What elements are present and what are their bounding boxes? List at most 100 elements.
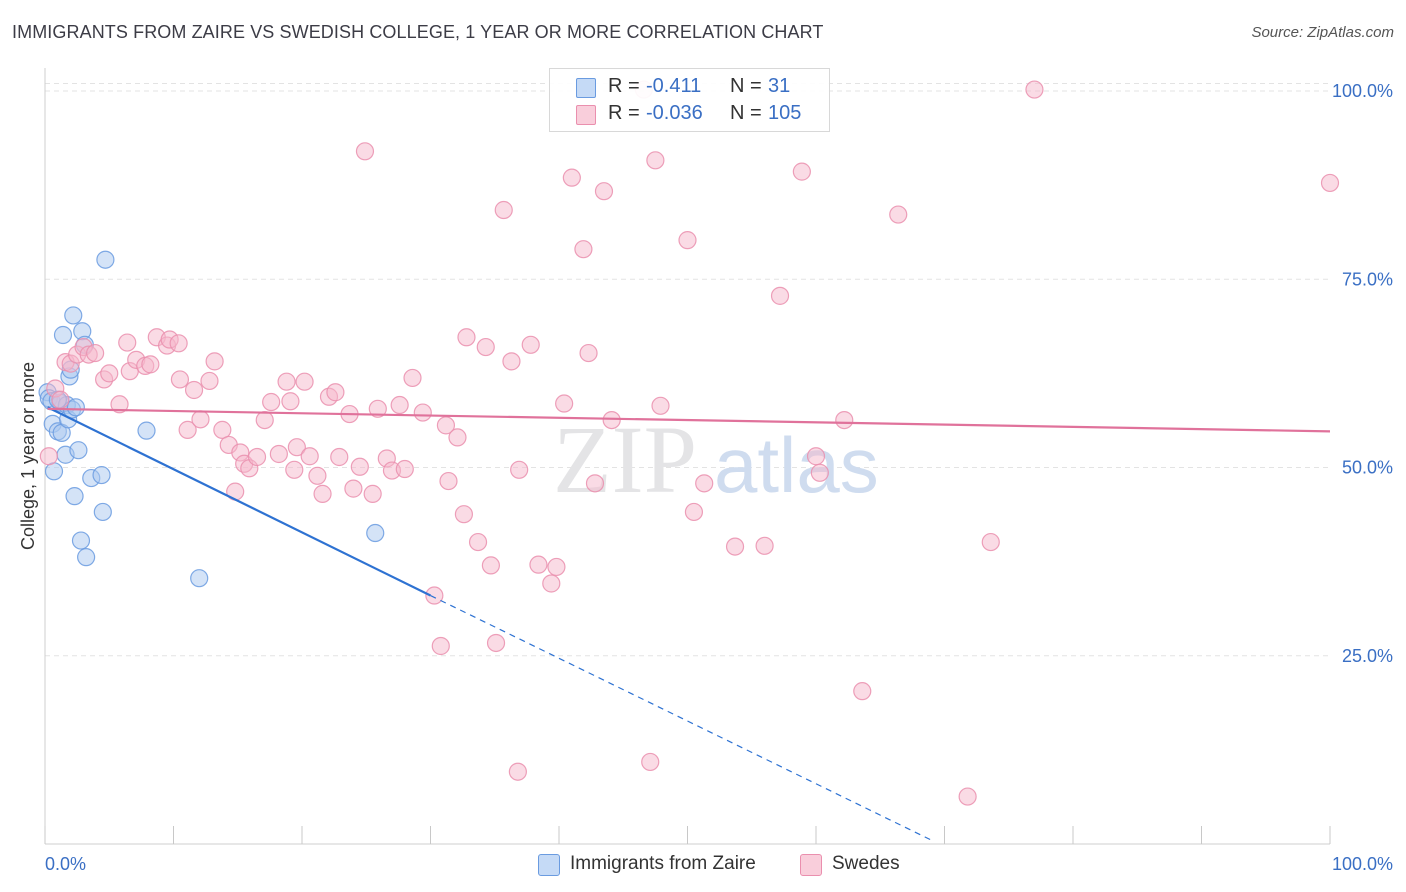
data-point [448, 428, 467, 447]
data-point [71, 531, 91, 550]
source-label: Source: ZipAtlas.com [1251, 24, 1394, 41]
legend-label-swedes: Swedes [832, 853, 900, 874]
x-tick-label: 100.0% [1332, 854, 1393, 874]
legend-swatch-zaire [576, 78, 596, 98]
series-pink [39, 80, 1340, 806]
data-point [502, 352, 521, 371]
trend-line-blue [47, 406, 431, 597]
legend-r-label: R = [608, 75, 640, 97]
data-point [255, 410, 274, 430]
data-point [366, 523, 385, 543]
legend-n-label: N = [730, 102, 762, 124]
data-point [651, 396, 670, 415]
data-point [110, 395, 129, 414]
data-point [981, 532, 1000, 552]
grid-lines [45, 83, 1330, 657]
data-point [330, 447, 349, 467]
data-point [770, 286, 790, 305]
data-point [481, 556, 500, 575]
data-point [205, 352, 224, 371]
trend-line-extension-blue [430, 594, 932, 841]
data-point [486, 633, 506, 653]
data-point [64, 306, 83, 325]
data-point [200, 371, 219, 391]
data-point [262, 392, 281, 412]
data-point [300, 447, 319, 466]
data-point [574, 240, 593, 259]
data-point [958, 787, 977, 806]
legend-r-label: R = [608, 102, 640, 124]
data-point [585, 474, 605, 493]
data-point [510, 460, 529, 479]
data-point [247, 447, 267, 467]
data-point [213, 420, 232, 439]
legend-n-value: 105 [768, 102, 802, 124]
data-point [313, 484, 332, 503]
data-point [792, 162, 811, 181]
data-point [835, 410, 854, 430]
data-point [96, 250, 115, 269]
data-point [562, 168, 581, 187]
data-point [457, 328, 476, 347]
data-point [190, 569, 209, 588]
y-tick-label: 25.0% [1342, 646, 1393, 666]
legend-swatch-swedes [800, 854, 822, 876]
data-point [755, 536, 774, 555]
data-point [53, 325, 73, 345]
data-point [141, 355, 160, 374]
data-point [295, 372, 314, 391]
data-point [326, 383, 345, 402]
data-point [191, 410, 210, 429]
data-point [100, 364, 119, 383]
data-point [77, 548, 96, 567]
data-point [454, 505, 474, 524]
data-point [542, 574, 561, 593]
data-point [344, 479, 363, 498]
data-point [521, 335, 540, 354]
data-point [646, 151, 665, 170]
data-point [439, 471, 458, 491]
data-point [65, 487, 84, 506]
data-point [810, 463, 829, 482]
data-point [806, 447, 826, 466]
data-point [508, 762, 527, 781]
data-point [287, 438, 306, 457]
data-point [695, 474, 714, 493]
data-point [363, 484, 382, 503]
data-point [594, 182, 614, 201]
data-point [547, 557, 566, 577]
y-tick-label: 75.0% [1342, 269, 1393, 289]
legend-n-value: 31 [768, 75, 791, 97]
legend-n-label: N = [730, 75, 762, 97]
data-point [395, 459, 414, 479]
data-point [86, 343, 105, 363]
data-point [889, 205, 908, 224]
data-point [269, 444, 288, 464]
legend-swatch-swedes [576, 105, 596, 125]
data-point [281, 392, 300, 411]
series-legend: Immigrants from Zaire Swedes [0, 852, 1406, 878]
data-point [44, 462, 64, 481]
data-point [368, 399, 387, 418]
legend-label-zaire: Immigrants from Zaire [570, 853, 756, 874]
data-points [38, 80, 1340, 806]
data-point [308, 466, 327, 485]
legend-swatch-zaire [538, 854, 560, 876]
chart-title: IMMIGRANTS FROM ZAIRE VS SWEDISH COLLEGE… [12, 22, 824, 42]
x-tick-label: 0.0% [45, 854, 86, 874]
data-point [93, 502, 112, 522]
data-point [725, 537, 745, 556]
watermark-zip: ZIP [553, 406, 697, 513]
data-point [529, 555, 548, 574]
data-point [579, 343, 598, 363]
data-point [169, 334, 188, 353]
data-point [413, 403, 432, 422]
axes: 25.0% 50.0% 75.0% 100.0% 0.0% 100.0% [44, 68, 1393, 874]
data-point [403, 368, 422, 388]
legend-r-value: -0.036 [646, 102, 703, 124]
trend-lines [47, 406, 1331, 841]
data-point [468, 532, 488, 552]
data-point [641, 752, 660, 772]
data-point [494, 200, 513, 220]
